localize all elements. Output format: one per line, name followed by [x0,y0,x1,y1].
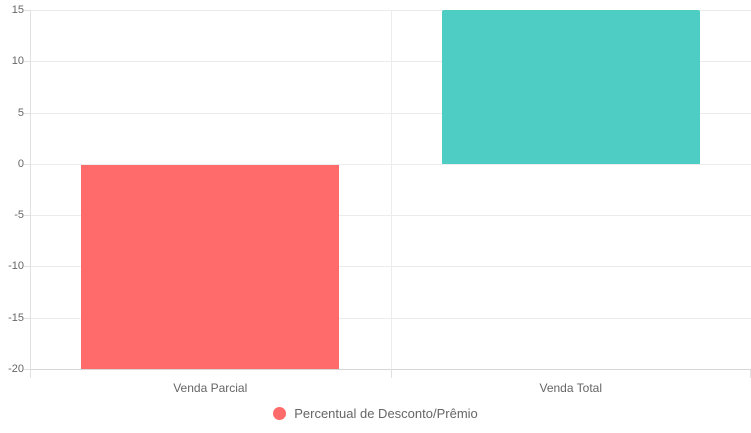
y-tick-mark [24,61,30,63]
y-axis-tick-label: 10 [11,55,24,68]
legend-label: Percentual de Desconto/Prêmio [294,406,478,421]
category-divider-gridline [390,10,392,369]
y-axis-tick-label: -15 [8,311,24,324]
y-tick-mark [24,266,30,268]
y-tick-mark [24,369,30,370]
y-axis-tick-label: 0 [17,157,24,170]
x-tick-mark [390,369,392,378]
x-axis-label-venda-parcial: Venda Parcial [173,381,248,395]
bar-venda-parcial [81,164,340,369]
y-tick-mark [24,10,30,11]
y-tick-mark [24,112,30,114]
x-axis-label-venda-total: Venda Total [539,381,603,395]
y-axis-tick-label: -20 [8,363,24,375]
legend-swatch-icon [273,407,287,420]
y-tick-mark [24,163,30,165]
y-tick-mark [24,215,30,217]
y-axis-line [30,10,31,378]
chart-legend: Percentual de Desconto/Prêmio [0,406,751,421]
legend-item[interactable]: Percentual de Desconto/Prêmio [273,406,478,421]
y-axis-tick-label: 15 [11,4,24,16]
y-axis-tick-label: -5 [14,209,24,222]
y-axis-tick-label: -10 [8,260,24,273]
y-tick-mark [24,317,30,319]
bar-venda-total [441,10,700,164]
y-axis-tick-label: 5 [17,106,24,119]
